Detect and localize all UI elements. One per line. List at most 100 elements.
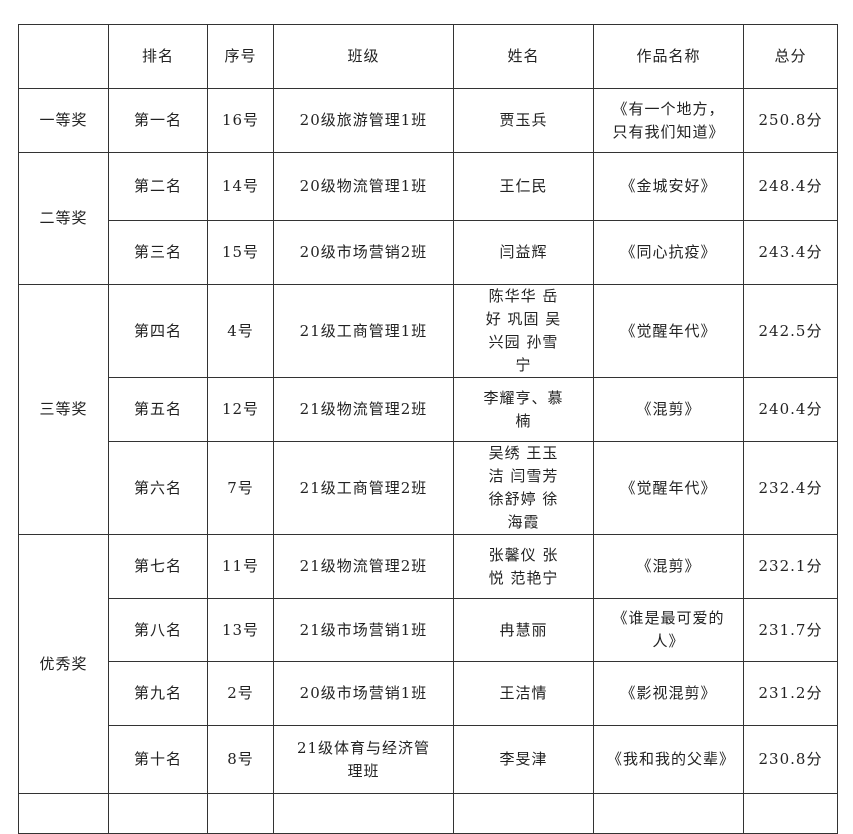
- name-cell: 吴绣 王玉洁 闫雪芳 徐舒婷 徐海霞: [453, 441, 594, 535]
- rank-text: 第八名: [133, 620, 182, 639]
- no-text: 16号: [221, 111, 260, 129]
- no-text: 7号: [227, 478, 254, 497]
- score-text: 231.7分: [758, 620, 823, 639]
- name-text: 冉慧丽: [499, 620, 548, 639]
- table-row: 优秀奖 第七名 11号 21级物流管理2班 张馨仪 张悦 范艳宁 《混剪》 232.1分: [18, 534, 838, 794]
- work-cell: 《同心抗疫》: [593, 220, 744, 285]
- work-text: 《混剪》: [636, 557, 701, 575]
- work-text: 《觉醒年代》: [620, 478, 717, 497]
- work-text: 《混剪》: [636, 400, 701, 418]
- table-row: 第八名 13号 21级市场营销1班 冉慧丽 《谁是最可爱的人》 231.7分: [19, 598, 838, 662]
- no-cell: 14号: [207, 152, 274, 221]
- score-text: 243.4分: [758, 243, 823, 261]
- empty-cell: [273, 793, 454, 834]
- class-cell: 20级旅游管理1班: [273, 88, 454, 153]
- table-row: 三等奖 第四名 4号 21级工商管理1班 陈华华 岳好 巩固 吴兴园 孙雪宁 《觉醒年代》…: [18, 284, 838, 535]
- score-cell: 240.4分: [743, 377, 838, 442]
- score-text: 242.5分: [758, 321, 823, 340]
- work-cell: 《觉醒年代》: [593, 441, 744, 535]
- work-text: 《我和我的父辈》: [607, 750, 736, 768]
- no-text: 8号: [227, 750, 254, 768]
- class-cell: 20级市场营销1班: [273, 661, 454, 726]
- work-cell: 《混剪》: [593, 377, 744, 442]
- rank-cell: 第三名: [108, 220, 208, 285]
- name-text: 陈华华 岳好 巩固 吴兴园 孙雪宁: [485, 287, 562, 374]
- header-cell: 排名: [108, 24, 208, 89]
- score-cell: 232.1分: [743, 534, 838, 599]
- class-cell: 21级工商管理1班: [273, 284, 454, 378]
- class-cell: 21级市场营销1班: [273, 598, 454, 662]
- name-cell: 李旻津: [453, 725, 594, 794]
- work-text: 《觉醒年代》: [620, 321, 717, 340]
- score-cell: 243.4分: [743, 220, 838, 285]
- score-cell: 232.4分: [743, 441, 838, 535]
- class-cell: 20级市场营销2班: [273, 220, 454, 285]
- name-text: 贾玉兵: [499, 111, 548, 129]
- header-cell: 序号: [207, 24, 274, 89]
- score-text: 232.1分: [758, 557, 823, 575]
- no-text: 2号: [227, 684, 254, 702]
- class-text: 21级工商管理1班: [299, 321, 428, 340]
- class-cell: 20级物流管理1班: [273, 152, 454, 221]
- name-cell: 张馨仪 张悦 范艳宁: [453, 534, 594, 599]
- name-cell: 冉慧丽: [453, 598, 594, 662]
- header-cell: 作品名称: [593, 24, 744, 89]
- score-cell: 242.5分: [743, 284, 838, 378]
- score-text: 230.8分: [758, 750, 823, 768]
- class-text: 20级市场营销2班: [299, 243, 428, 261]
- rank-cell: 第九名: [108, 661, 208, 726]
- class-cell: 21级体育与经济管理班: [273, 725, 454, 794]
- header-cell: 姓名: [453, 24, 594, 89]
- empty-cell: [743, 793, 838, 834]
- name-text: 王仁民: [499, 177, 548, 195]
- table-row: 一等奖 第一名 16号 20级旅游管理1班 贾玉兵 《有一个地方，只有我们知道》 250.8…: [18, 88, 838, 153]
- no-cell: 12号: [207, 377, 274, 442]
- rank-cell: 第四名: [108, 284, 208, 378]
- rank-text: 第九名: [133, 684, 182, 702]
- name-cell: 贾玉兵: [453, 88, 594, 153]
- name-cell: 陈华华 岳好 巩固 吴兴园 孙雪宁: [453, 284, 594, 378]
- score-text: 248.4分: [758, 177, 823, 195]
- table-row: 二等奖 第二名 14号 20级物流管理1班 王仁民 《金城安好》 248.4分: [18, 152, 838, 285]
- no-cell: 11号: [207, 534, 274, 599]
- name-cell: 李耀亨、慕楠: [453, 377, 594, 442]
- no-text: 15号: [221, 243, 260, 261]
- header-cell: 班级: [273, 24, 454, 89]
- no-text: 14号: [221, 177, 260, 195]
- work-cell: 《影视混剪》: [593, 661, 744, 726]
- score-cell: 231.7分: [743, 598, 838, 662]
- table-row: 第九名 2号 20级市场营销1班 王洁情 《影视混剪》 231.2分: [19, 661, 838, 726]
- empty-cell: [207, 793, 274, 834]
- name-text: 李耀亨、慕楠: [483, 388, 564, 430]
- header-cell: [18, 24, 109, 89]
- no-cell: 4号: [207, 284, 274, 378]
- work-cell: 《有一个地方，只有我们知道》: [593, 88, 744, 153]
- class-text: 20级旅游管理1班: [299, 111, 428, 129]
- no-text: 13号: [221, 620, 260, 639]
- empty-cell: [453, 793, 594, 834]
- rank-cell: 第十名: [108, 725, 208, 794]
- rank-cell: 第五名: [108, 377, 208, 442]
- table-row: 第六名 7号 21级工商管理2班 吴绣 王玉洁 闫雪芳 徐舒婷 徐海霞 《觉醒年代》 23…: [19, 441, 838, 535]
- rank-text: 第三名: [133, 243, 182, 261]
- rank-cell: 第六名: [108, 441, 208, 535]
- work-cell: 《金城安好》: [593, 152, 744, 221]
- score-cell: 230.8分: [743, 725, 838, 794]
- empty-cell: [18, 793, 109, 834]
- work-cell: 《我和我的父辈》: [593, 725, 744, 794]
- rank-cell: 第二名: [108, 152, 208, 221]
- class-text: 20级市场营销1班: [299, 684, 428, 702]
- no-cell: 8号: [207, 725, 274, 794]
- no-cell: 13号: [207, 598, 274, 662]
- class-text: 21级市场营销1班: [299, 620, 428, 639]
- award-level-cell: 一等奖: [18, 88, 109, 153]
- score-cell: 250.8分: [743, 88, 838, 153]
- no-text: 4号: [227, 321, 254, 340]
- award-level-cell: 三等奖: [18, 284, 109, 535]
- rank-text: 第二名: [133, 177, 182, 195]
- class-cell: 21级工商管理2班: [273, 441, 454, 535]
- table-row: 第十名 8号 21级体育与经济管理班 李旻津 《我和我的父辈》 230.8分: [19, 725, 838, 794]
- class-text: 21级物流管理2班: [299, 400, 428, 418]
- work-cell: 《混剪》: [593, 534, 744, 599]
- class-text: 21级工商管理2班: [299, 478, 428, 497]
